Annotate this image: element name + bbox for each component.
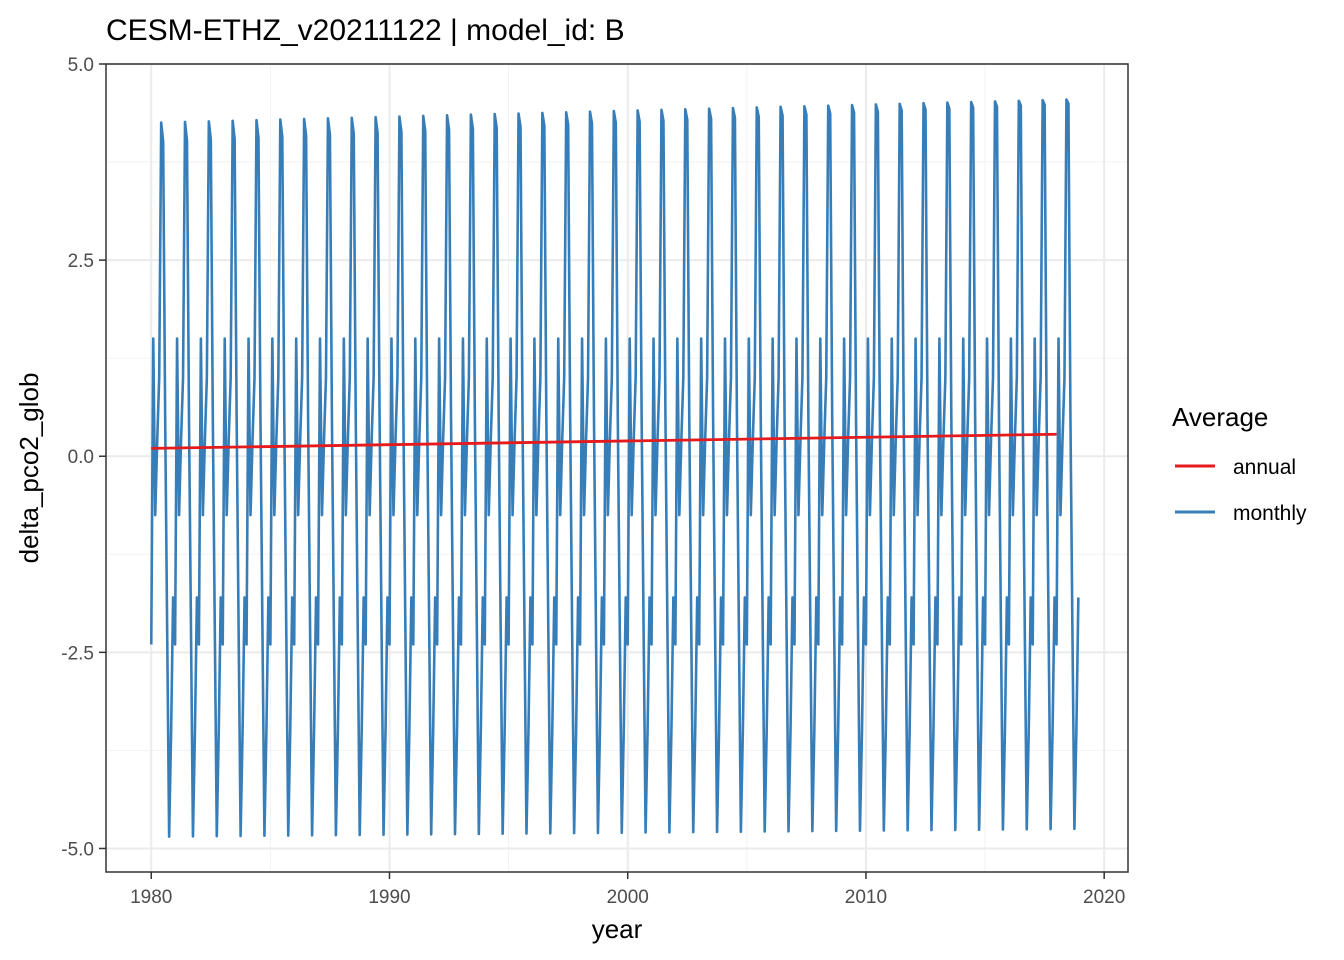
x-tick-label: 2010 xyxy=(845,887,887,908)
x-axis-title: year xyxy=(592,914,643,944)
series-line-monthly xyxy=(149,98,1080,838)
y-tick-label: -5.0 xyxy=(61,839,94,860)
y-axis-title: delta_pco2_glob xyxy=(14,373,44,564)
x-tick-label: 1990 xyxy=(368,887,410,908)
legend-label-monthly: monthly xyxy=(1233,502,1307,525)
plot-panel: 1980 1990 2000 2010 2020 -5.0 -2.5 0.0 2.5 5.0 xyxy=(61,55,1129,908)
y-tick-label: -2.5 xyxy=(61,643,94,664)
legend-title: Average xyxy=(1172,402,1268,432)
y-tick-label: 0.0 xyxy=(68,447,94,468)
x-tick-label: 2020 xyxy=(1083,887,1125,908)
legend: Average annual monthly xyxy=(1172,402,1307,525)
y-tick-label: 5.0 xyxy=(68,55,94,76)
plot-border xyxy=(105,63,1129,873)
series-line-annual xyxy=(151,432,1057,450)
y-tick-label: 2.5 xyxy=(68,251,94,272)
chart-title: CESM-ETHZ_v20211122 | model_id: B xyxy=(106,14,625,47)
legend-label-annual: annual xyxy=(1233,456,1296,479)
x-tick-label: 2000 xyxy=(607,887,649,908)
x-tick-label: 1980 xyxy=(130,887,172,908)
